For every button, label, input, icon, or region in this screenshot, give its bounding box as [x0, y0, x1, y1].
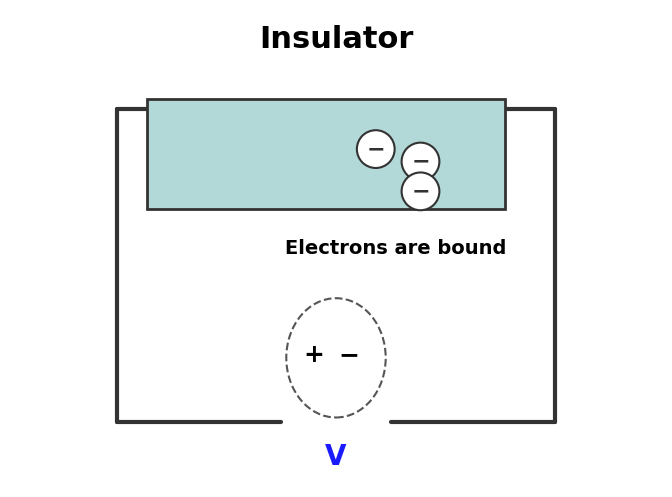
- Text: Insulator: Insulator: [259, 25, 413, 54]
- Text: −: −: [338, 343, 359, 367]
- Text: −: −: [411, 181, 430, 201]
- Circle shape: [357, 130, 394, 168]
- FancyBboxPatch shape: [147, 99, 505, 209]
- Text: +: +: [303, 343, 324, 367]
- Ellipse shape: [286, 298, 386, 417]
- Text: −: −: [411, 152, 430, 171]
- Circle shape: [402, 143, 439, 180]
- Text: Electrons are bound: Electrons are bound: [285, 239, 506, 257]
- Text: V: V: [325, 443, 347, 471]
- Text: −: −: [366, 139, 385, 159]
- Circle shape: [402, 172, 439, 210]
